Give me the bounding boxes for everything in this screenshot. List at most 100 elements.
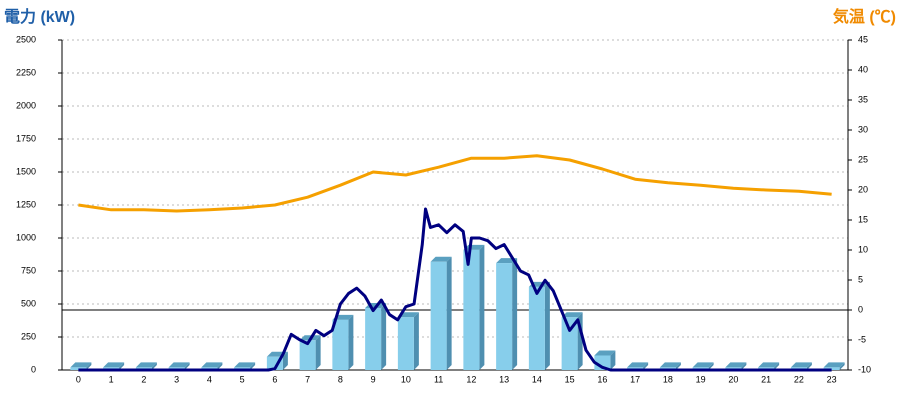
x-tick-label: 12	[466, 374, 476, 384]
bar-face	[430, 256, 452, 262]
x-tick-label: 20	[728, 374, 738, 384]
bar-face	[659, 362, 681, 368]
y2-tick-label: 40	[858, 64, 868, 74]
x-tick-label: 10	[401, 374, 411, 384]
bar-face	[725, 362, 747, 368]
y-tick-label: 0	[31, 364, 36, 374]
y-tick-label: 2500	[16, 34, 36, 44]
y2-tick-label: 25	[858, 154, 868, 164]
bar-face	[839, 362, 845, 370]
bar-face	[790, 362, 812, 368]
x-tick-label: 15	[565, 374, 575, 384]
bar-face	[430, 261, 447, 370]
y2-tick-label: 15	[858, 214, 868, 224]
bar	[332, 314, 354, 370]
x-tick-label: 21	[761, 374, 771, 384]
bar-face	[315, 335, 321, 370]
bar-face	[446, 256, 452, 370]
bar-face	[675, 362, 681, 370]
y-tick-label: 1250	[16, 199, 36, 209]
bar-face	[119, 362, 125, 370]
x-tick-label: 14	[532, 374, 542, 384]
bar-face	[610, 350, 616, 370]
x-tick-label: 23	[827, 374, 837, 384]
bar-face	[774, 362, 780, 370]
bar-face	[594, 350, 616, 356]
bar-face	[479, 244, 485, 370]
x-tick-label: 5	[240, 374, 245, 384]
bar-face	[413, 312, 419, 370]
x-tick-label: 22	[794, 374, 804, 384]
x-tick-label: 13	[499, 374, 509, 384]
bar	[496, 258, 518, 370]
bar-face	[70, 362, 92, 368]
x-tick-label: 2	[141, 374, 146, 384]
bar-face	[758, 362, 780, 368]
bar-face	[299, 340, 316, 370]
x-tick-label: 17	[630, 374, 640, 384]
bar-face	[561, 317, 578, 370]
line	[78, 207, 832, 372]
y2-tick-label: 10	[858, 244, 868, 254]
y2-axis-title: 気温 (℃)	[833, 7, 896, 26]
x-tick-label: 19	[696, 374, 706, 384]
x-tick-label: 8	[338, 374, 343, 384]
bar-face	[282, 351, 288, 370]
bar	[299, 335, 321, 370]
bar-face	[496, 263, 513, 370]
x-tick-label: 11	[434, 374, 443, 384]
bar-face	[86, 362, 92, 370]
bar-face	[708, 362, 714, 370]
bar-face	[528, 286, 545, 370]
x-tick-label: 6	[272, 374, 277, 384]
bar	[463, 244, 485, 370]
x-tick-label: 18	[663, 374, 673, 384]
y-tick-label: 1750	[16, 133, 36, 143]
y2-tick-label: 20	[858, 184, 868, 194]
bar-face	[217, 362, 223, 370]
y-tick-label: 500	[21, 298, 36, 308]
bar-face	[561, 312, 583, 318]
x-tick-label: 4	[207, 374, 212, 384]
bar-face	[201, 362, 223, 368]
bar-face	[692, 362, 714, 368]
bar-face	[381, 302, 387, 370]
y2-tick-label: 0	[858, 304, 863, 314]
bar	[365, 302, 387, 370]
x-tick-label: 0	[76, 374, 81, 384]
bar-face	[741, 362, 747, 370]
x-tick-label: 1	[109, 374, 114, 384]
y2-tick-label: 45	[858, 34, 868, 44]
bar-face	[463, 249, 480, 370]
y2-tick-label: 5	[858, 274, 863, 284]
bar-face	[135, 362, 157, 368]
bar-face	[234, 362, 256, 368]
x-tick-label: 9	[371, 374, 376, 384]
y2-tick-label: 30	[858, 124, 868, 134]
y-tick-label: 250	[21, 331, 36, 341]
y2-tick-label: 35	[858, 94, 868, 104]
bar-face	[512, 258, 518, 370]
bar-face	[151, 362, 157, 370]
bar	[430, 256, 452, 370]
bar-face	[184, 362, 190, 370]
bar-face	[823, 362, 845, 368]
bar-face	[365, 307, 382, 370]
bar-face	[544, 281, 550, 370]
bar-face	[627, 362, 649, 368]
bar-face	[643, 362, 649, 370]
bar-face	[168, 362, 190, 368]
y2-tick-label: -5	[858, 334, 866, 344]
bar-face	[397, 317, 414, 370]
bar	[528, 281, 550, 370]
y-tick-label: 1000	[16, 232, 36, 242]
bar-face	[332, 319, 349, 370]
bar	[397, 312, 419, 370]
line	[78, 154, 832, 213]
bar-face	[250, 362, 256, 370]
x-tick-label: 16	[597, 374, 607, 384]
y-tick-label: 2000	[16, 100, 36, 110]
bar-face	[806, 362, 812, 370]
x-tick-label: 7	[305, 374, 310, 384]
